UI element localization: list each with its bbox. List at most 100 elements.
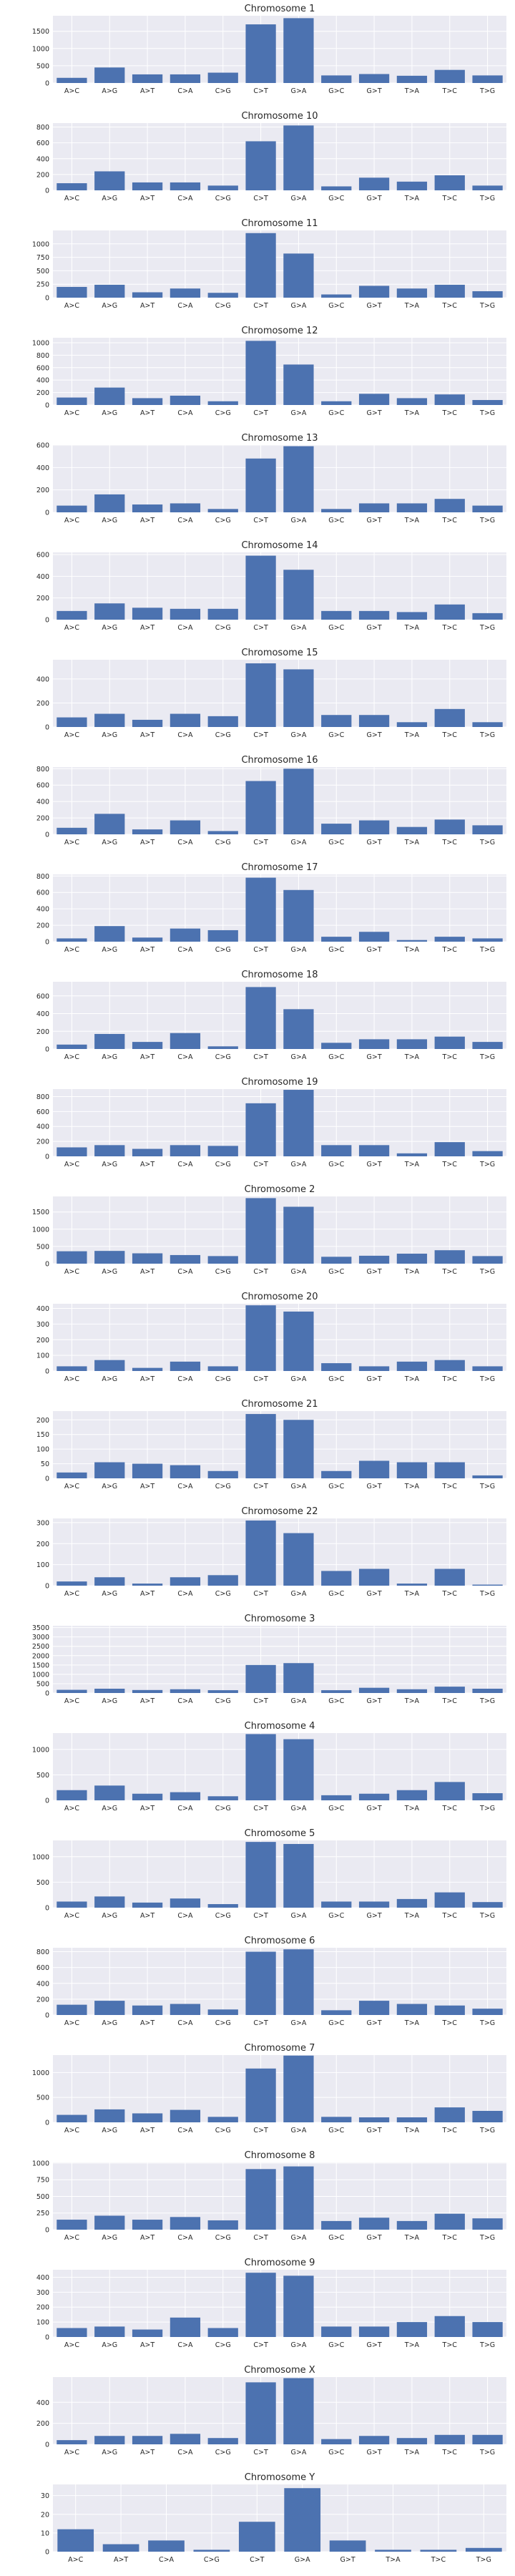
- x-tick-label: C>G: [215, 1161, 231, 1169]
- chart-title: Chromosome 8: [245, 2150, 315, 2161]
- bar: [170, 1145, 201, 1156]
- x-tick-label: C>T: [253, 2449, 268, 2457]
- bar: [396, 1898, 428, 1908]
- bar: [57, 286, 87, 298]
- y-tick-label: 1000: [32, 240, 49, 248]
- x-tick-label: C>T: [253, 1912, 268, 1920]
- x-tick-label: A>G: [102, 1805, 117, 1813]
- bar: [283, 18, 314, 83]
- bar: [396, 722, 428, 727]
- x-tick-label: A>C: [64, 302, 79, 310]
- x-tick-label: G>T: [367, 1805, 382, 1813]
- x-tick-label: G>C: [328, 302, 344, 310]
- x-tick-label: C>G: [215, 87, 231, 95]
- bar: [396, 1153, 428, 1156]
- chart-panel: Chromosome 9 0 100 200 300 400 A>C A>G A>T C>A C>G…: [36, 2258, 506, 2349]
- bar: [358, 286, 390, 298]
- bar: [434, 2434, 465, 2444]
- x-tick-label: T>G: [479, 1697, 495, 1705]
- bar: [245, 555, 276, 620]
- y-tick-label: 200: [36, 700, 49, 708]
- x-tick-label: A>G: [102, 302, 117, 310]
- x-tick-label: T>A: [404, 1805, 420, 1813]
- y-tick-label: 3500: [32, 1624, 49, 1632]
- chart-panel: Chromosome 18 0 200 400 600 A>C A>G A>T C>A C>G C>…: [36, 970, 506, 1061]
- bar: [283, 769, 314, 834]
- bar: [321, 186, 352, 190]
- bar: [283, 669, 314, 727]
- bar: [396, 75, 428, 83]
- bar: [396, 940, 428, 942]
- chart-title: Chromosome 17: [241, 862, 318, 873]
- bar: [472, 613, 503, 620]
- bar: [321, 715, 352, 727]
- bar: [94, 171, 125, 190]
- bar: [358, 394, 390, 405]
- y-tick-label: 800: [36, 124, 49, 132]
- bar: [245, 1414, 276, 1478]
- bar: [132, 2113, 163, 2122]
- plot-area: [53, 16, 506, 83]
- bar: [434, 2316, 465, 2337]
- bar: [396, 2438, 428, 2444]
- y-tick-label: 500: [36, 1879, 49, 1887]
- x-tick-label: A>G: [102, 2019, 117, 2027]
- plot-area: [53, 1089, 506, 1156]
- x-tick-label: T>G: [479, 1053, 495, 1061]
- x-tick-label: G>T: [367, 302, 382, 310]
- bar: [396, 181, 428, 190]
- x-tick-label: C>A: [177, 1590, 193, 1598]
- x-tick-label: G>T: [367, 1912, 382, 1920]
- x-tick-label: C>A: [177, 1697, 193, 1705]
- bar: [170, 2317, 201, 2337]
- chart-title: Chromosome 19: [241, 1077, 318, 1088]
- bar: [321, 401, 352, 405]
- chart-panel: Chromosome X 0 200 400 A>C A>G A>T C>A C>G C>T G>A…: [36, 2365, 506, 2457]
- bar: [94, 2215, 125, 2230]
- bar: [358, 1568, 390, 1586]
- chart-title: Chromosome 2: [245, 1184, 315, 1195]
- chart-title: Chromosome 22: [241, 1506, 318, 1517]
- x-tick-label: G>C: [328, 517, 344, 525]
- x-tick-label: C>T: [253, 1805, 268, 1813]
- bar: [321, 509, 352, 512]
- bar: [321, 1257, 352, 1264]
- bar: [245, 458, 276, 512]
- y-tick-label: 500: [36, 268, 49, 275]
- x-tick-label: C>G: [215, 1375, 231, 1383]
- bar: [396, 612, 428, 620]
- x-tick-label: T>G: [479, 1912, 495, 1920]
- x-tick-label: G>C: [328, 946, 344, 954]
- y-tick-label: 0: [45, 1475, 49, 1483]
- bar: [472, 2322, 503, 2337]
- x-tick-label: G>C: [328, 731, 344, 739]
- bar: [396, 1361, 428, 1371]
- bar: [57, 2114, 87, 2122]
- x-tick-label: C>A: [177, 2234, 193, 2242]
- y-tick-label: 0: [45, 617, 49, 625]
- x-tick-label: A>G: [102, 409, 117, 417]
- bar: [321, 2010, 352, 2015]
- x-tick-label: A>G: [102, 839, 117, 847]
- y-tick-label: 400: [36, 1010, 49, 1018]
- bar: [170, 395, 201, 405]
- x-tick-label: C>A: [177, 87, 193, 95]
- x-tick-label: T>A: [404, 87, 420, 95]
- x-tick-label: G>C: [328, 1268, 344, 1276]
- bar: [57, 2440, 87, 2444]
- x-tick-label: T>C: [442, 2127, 458, 2135]
- x-tick-label: C>A: [177, 2341, 193, 2349]
- x-tick-label: T>C: [442, 1161, 458, 1169]
- x-tick-label: A>T: [140, 302, 154, 310]
- bar: [207, 1796, 238, 1800]
- x-tick-label: A>C: [64, 839, 79, 847]
- x-tick-label: T>A: [404, 1590, 420, 1598]
- x-tick-label: T>G: [479, 1161, 495, 1169]
- x-tick-label: T>G: [479, 2127, 495, 2135]
- x-tick-label: C>A: [177, 195, 193, 203]
- y-tick-label: 1000: [32, 1746, 49, 1754]
- x-tick-label: G>A: [291, 1912, 307, 1920]
- bar: [375, 2550, 411, 2552]
- x-tick-label: A>C: [64, 2019, 79, 2027]
- y-tick-label: 0: [45, 1368, 49, 1376]
